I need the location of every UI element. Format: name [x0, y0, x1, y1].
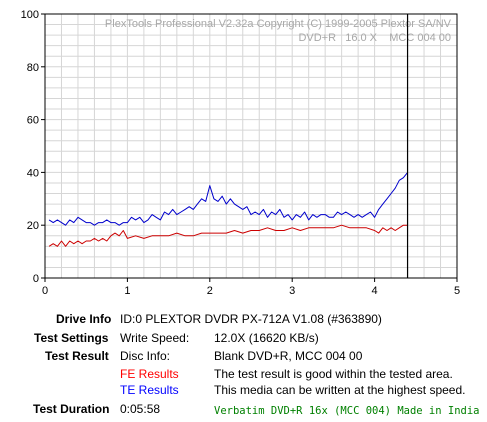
y-tick-label: 80: [27, 62, 39, 74]
media-note: Verbatim DVD+R 16x (MCC 004) Made in Ind…: [214, 405, 480, 417]
x-tick-label: 2: [207, 285, 213, 297]
te-series-line: [48, 172, 408, 226]
test-result-label: Test Result: [45, 349, 109, 363]
axis-labels: 0 20 40 60 80 100 0 1 2 3 4 5: [21, 9, 460, 297]
x-tick-label: 0: [42, 285, 48, 297]
disc-info-value: Blank DVD+R, MCC 004 00: [214, 349, 363, 363]
write-speed-label: Write Speed:: [120, 331, 190, 345]
test-settings-label: Test Settings: [34, 331, 109, 345]
te-results-value: This media can be written at the highest…: [214, 383, 466, 397]
chart-area: PlexTools Professional V2.32a Copyright …: [21, 9, 460, 297]
y-tick-label: 0: [33, 273, 39, 285]
x-tick-label: 3: [289, 285, 295, 297]
fe-results-value: The test result is good within the teste…: [214, 367, 453, 381]
series-layer: [48, 172, 408, 247]
plot-background: [45, 14, 457, 278]
test-duration-value: 0:05:58: [120, 402, 161, 416]
y-tick-label: 60: [27, 115, 39, 127]
y-tick-label: 40: [27, 167, 39, 179]
drive-info-label: Drive Info: [56, 312, 112, 326]
x-tick-label: 5: [454, 285, 460, 297]
fe-series-line: [48, 224, 408, 247]
x-tick-label: 1: [124, 285, 130, 297]
watermark-line-1: PlexTools Professional V2.32a Copyright …: [105, 18, 452, 30]
grid: [45, 14, 457, 278]
fe-results-label: FE Results: [120, 367, 179, 381]
plot-frame: [44, 13, 458, 279]
drive-info-value: ID:0 PLEXTOR DVDR PX-712A V1.08 (#363890…: [120, 312, 382, 326]
disc-info-label: Disc Info:: [120, 349, 171, 363]
watermark-line-2: DVD+R 16.0 X MCC 004 00: [298, 32, 451, 44]
x-tick-label: 4: [372, 285, 378, 297]
test-duration-label: Test Duration: [33, 402, 110, 416]
write-speed-value: 12.0X (16620 KB/s): [214, 331, 319, 345]
te-results-label: TE Results: [120, 383, 179, 397]
y-tick-label: 100: [21, 9, 39, 21]
y-tick-label: 20: [27, 220, 39, 232]
